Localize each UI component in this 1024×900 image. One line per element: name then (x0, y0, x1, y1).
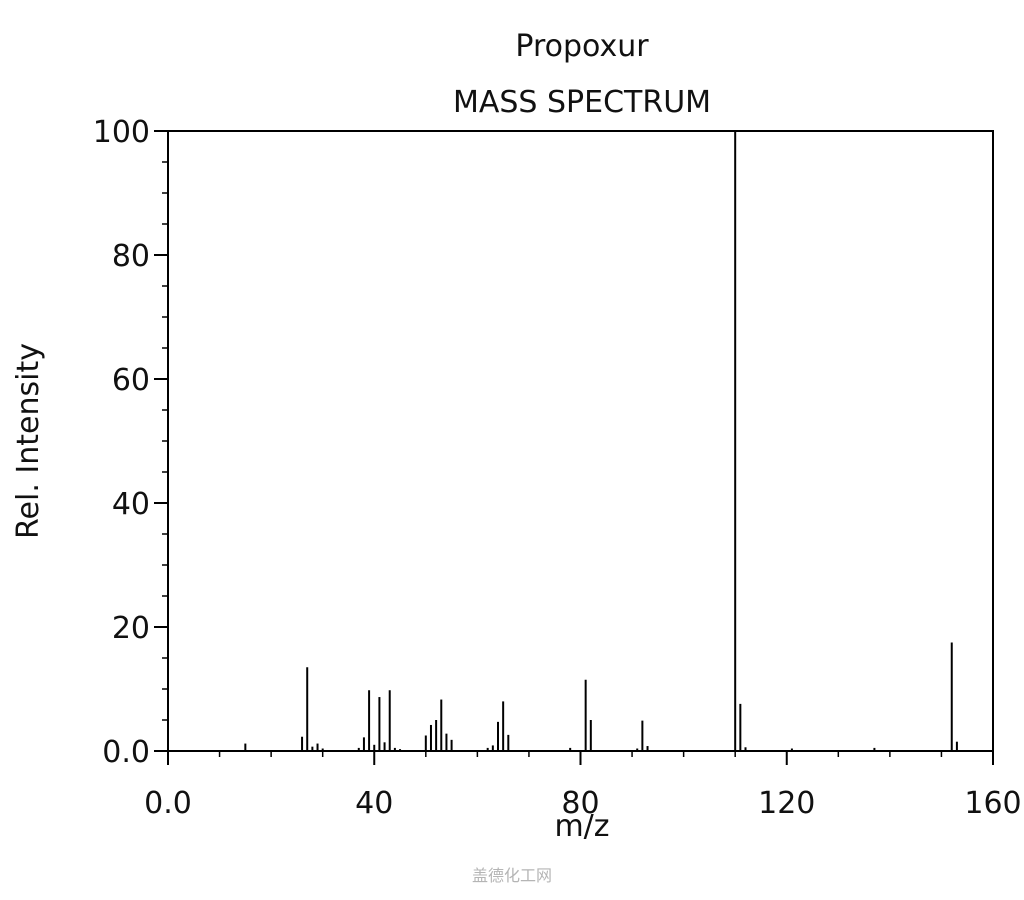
y-tick-label: 40 (112, 487, 150, 522)
x-tick-label: 40 (355, 786, 393, 821)
bars-layer (244, 131, 958, 751)
x-tick-label: 160 (964, 786, 1021, 821)
chart-title: Propoxur (515, 29, 649, 64)
x-tick-label: 80 (561, 786, 599, 821)
x-tick-label: 120 (758, 786, 815, 821)
y-tick-label: 80 (112, 239, 150, 274)
y-tick-label: 0.0 (102, 735, 150, 770)
ticks-layer: 0.0 40 80 120 160 0.0 20 40 60 80 100 (93, 115, 1022, 821)
x-axis-title: m/z (554, 809, 609, 844)
chart-svg: Propoxur MASS SPECTRUM 0.0 40 80 120 160 0.0 2… (11, 29, 1022, 844)
y-tick-label: 20 (112, 611, 150, 646)
y-tick-label: 100 (93, 115, 150, 150)
plot-frame (167, 130, 994, 752)
chart-subtitle: MASS SPECTRUM (453, 85, 711, 120)
x-tick-label: 0.0 (144, 786, 192, 821)
watermark: 盖德化工网 (471, 866, 552, 885)
y-tick-label: 60 (112, 363, 150, 398)
y-axis-title: Rel. Intensity (11, 343, 46, 539)
